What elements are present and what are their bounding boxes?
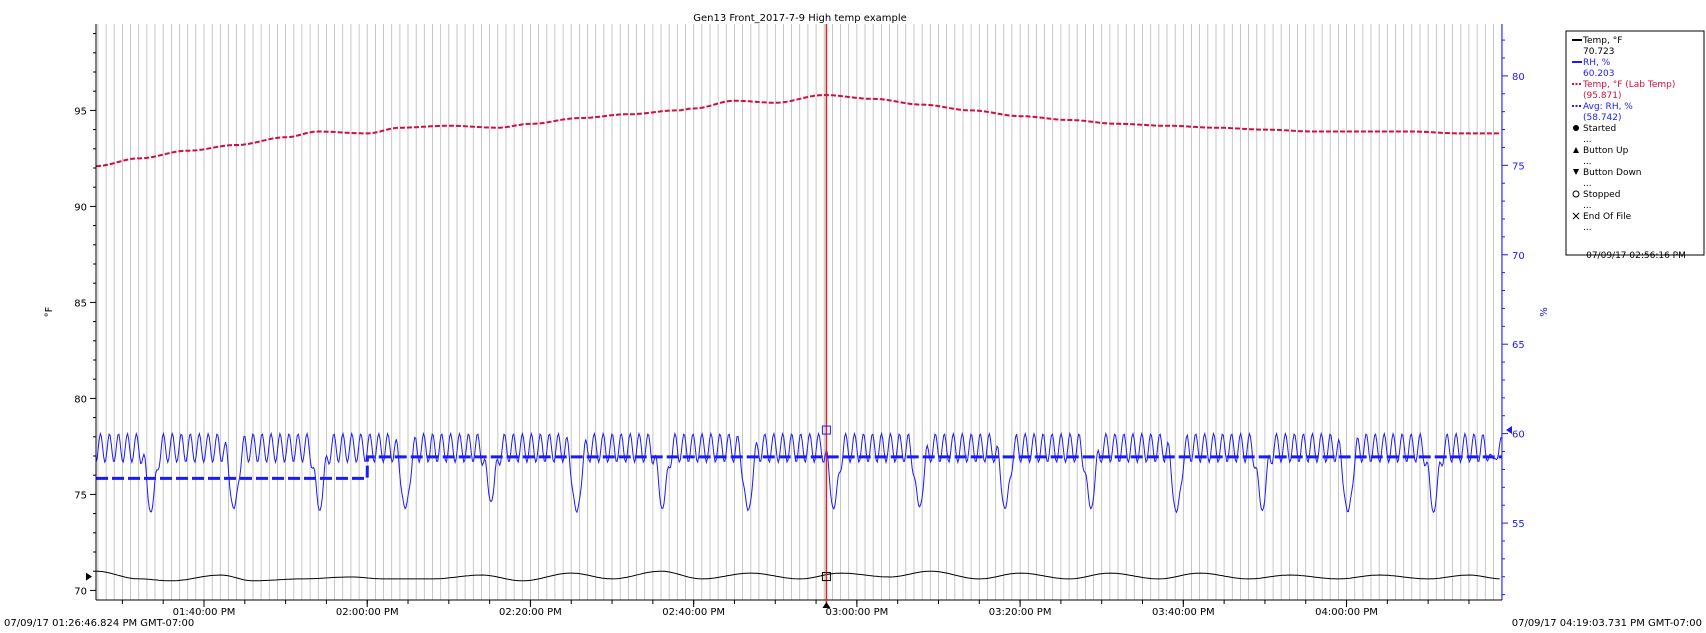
x-end-label: 07/09/17 04:19:03.731 PM GMT-07:00	[1512, 618, 1702, 629]
left-tick-label: 85	[74, 298, 87, 309]
right-value-arrow-icon	[1506, 426, 1512, 435]
legend-entry: Stopped...	[1572, 190, 1620, 211]
legend-entry: End Of File...	[1572, 212, 1632, 233]
x-tick-label: 03:00:00 PM	[825, 607, 888, 618]
legend-entry-value: (58.742)	[1583, 113, 1622, 123]
legend-entry-name: Temp, °F	[1582, 36, 1622, 46]
right-tick-label: 75	[1512, 161, 1525, 172]
legend-entry: Button Up...	[1573, 146, 1629, 167]
legend-entry-name: Button Up	[1583, 146, 1629, 156]
legend-entry: Temp, °F (Lab Temp)(95.871)	[1572, 80, 1675, 101]
legend-entry-name: Stopped	[1583, 190, 1620, 200]
right-axis-label: %	[1539, 307, 1550, 317]
right-tick-label: 80	[1512, 72, 1525, 83]
cursor-marker-rh	[821, 425, 831, 435]
legend-entry-value: 60.203	[1583, 69, 1615, 79]
x-start-label: 07/09/17 01:26:46.824 PM GMT-07:00	[4, 618, 194, 629]
legend-entry: Started...	[1573, 124, 1616, 145]
legend-entry-name: Temp, °F (Lab Temp)	[1582, 80, 1675, 90]
legend-entry: Button Down...	[1573, 168, 1642, 189]
x-tick-label: 02:40:00 PM	[662, 607, 725, 618]
legend-entry-value: ...	[1583, 201, 1592, 211]
left-tick-label: 75	[74, 490, 87, 501]
right-tick-label: 55	[1512, 519, 1525, 530]
button-up-marker-icon	[1573, 147, 1579, 153]
left-axis-label: °F	[44, 306, 55, 317]
right-tick-label: 70	[1512, 251, 1525, 262]
cursor-time-label: 07/09/17 02:56:16 PM	[1586, 251, 1686, 261]
x-tick-label: 03:40:00 PM	[1152, 607, 1215, 618]
legend-entry-value: (95.871)	[1583, 91, 1622, 101]
x-tick-label: 02:00:00 PM	[336, 607, 399, 618]
legend-entry-name: Avg: RH, %	[1583, 102, 1633, 112]
legend-entry-value: ...	[1583, 135, 1592, 145]
legend-entry-value: 70.723	[1583, 47, 1615, 57]
left-tick-label: 90	[74, 202, 87, 213]
legend-entry: Avg: RH, %(58.742)	[1572, 102, 1633, 123]
series-avg-rh	[96, 455, 1502, 480]
button-down-marker-icon	[1573, 169, 1579, 175]
left-tick-label: 95	[74, 106, 87, 117]
vertical-grid	[97, 24, 1502, 600]
stopped-marker-icon	[1572, 190, 1580, 198]
series-rh	[95, 431, 1503, 514]
legend-entry-value: ...	[1583, 179, 1592, 189]
cursor-marker-temp	[821, 572, 831, 582]
right-tick-label: 60	[1512, 430, 1525, 441]
legend-entry-name: End Of File	[1583, 212, 1632, 222]
left-tick-label: 70	[74, 586, 87, 597]
started-marker-icon	[1573, 125, 1579, 131]
cursor-triangle-icon	[822, 602, 831, 608]
right-tick-label: 65	[1512, 340, 1525, 351]
cursor-layer[interactable]	[86, 24, 1512, 608]
series-layer	[95, 93, 1503, 582]
legend-entry-value: ...	[1583, 223, 1592, 233]
ticks-layer: 70 75 80 85 90 95 55 60 65 70 75 80 01:40:00 PM 02:00…	[74, 33, 1525, 618]
legend-entry: RH, %60.203	[1572, 58, 1615, 79]
legend-entry-name: Started	[1583, 124, 1616, 134]
axes-layer	[95, 24, 1503, 601]
legend-entry-value: ...	[1583, 157, 1592, 167]
end-of-file-marker-icon	[1572, 212, 1580, 220]
chart-title: Gen13 Front_2017-7-9 High temp example	[693, 13, 907, 24]
series-temp-f	[95, 570, 1500, 582]
series-temp-f-lab-temp	[95, 93, 1500, 168]
legend-entry-name: RH, %	[1583, 58, 1611, 68]
x-tick-label: 02:20:00 PM	[499, 607, 562, 618]
legend-entry-name: Button Down	[1583, 168, 1642, 178]
left-tick-label: 80	[74, 394, 87, 405]
legend-entry: Temp, °F70.723	[1572, 36, 1622, 57]
x-tick-label: 04:00:00 PM	[1315, 607, 1378, 618]
x-tick-label: 03:20:00 PM	[989, 607, 1052, 618]
left-value-arrow-icon	[86, 572, 92, 581]
x-tick-label: 01:40:00 PM	[173, 607, 236, 618]
legend-box	[1565, 30, 1705, 256]
